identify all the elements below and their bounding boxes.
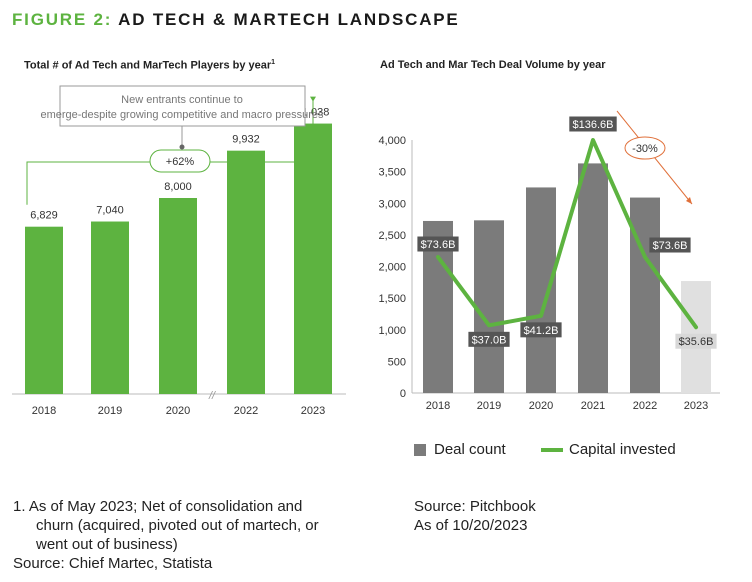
footnote-source: Source: Chief Martec, Statista — [13, 555, 213, 572]
figure-label: FIGURE 2: — [12, 10, 113, 29]
decline-badge — [624, 136, 666, 160]
capital-label: $37.0B — [472, 334, 507, 346]
deal-count-bar-2021 — [578, 163, 608, 393]
left-chart-title-text: Total # of Ad Tech and MarTech Players b… — [24, 59, 272, 72]
capital-label-box — [520, 322, 562, 338]
y-tick-label: 4,000 — [378, 135, 406, 147]
footnote-marker: 1 — [271, 59, 276, 66]
y-tick-label: 1,000 — [378, 325, 406, 337]
legend-deal-count-label: Deal count — [434, 441, 506, 458]
y-tick-label: 500 — [388, 356, 406, 368]
growth-badge — [149, 149, 211, 173]
legend-deal-count: Deal count — [414, 441, 506, 458]
y-tick-label: 2,500 — [378, 230, 406, 242]
capital-label-box — [649, 237, 691, 253]
deal-volume-chart: 0 500 1,000 1,500 2,000 2,500 3,000 3,500 4,000 2… — [378, 110, 720, 412]
x-tick-label: 2018 — [32, 405, 56, 417]
y-tick-label: 1,500 — [378, 293, 406, 305]
x-tick-label: 2021 — [581, 400, 605, 412]
x-tick-label: 2022 — [633, 400, 657, 412]
x-tick-label: 2019 — [98, 405, 122, 417]
capital-invested-line — [436, 138, 698, 330]
right-chart-title: Ad Tech and Mar Tech Deal Volume by year — [380, 59, 606, 71]
x-tick-label: 2020 — [529, 400, 553, 412]
bar-value-label: 6,829 — [30, 210, 58, 222]
footnote: 1. As of May 2023; Net of consolidation … — [13, 497, 319, 573]
capital-label-box — [468, 331, 510, 347]
left-chart-title: Total # of Ad Tech and MarTech Players b… — [24, 59, 275, 72]
figure-title: FIGURE 2: AD TECH & MARTECH LANDSCAPE — [12, 10, 460, 30]
bar-2018 — [25, 226, 63, 394]
capital-label: $73.6B — [653, 240, 688, 252]
capital-label: $73.6B — [421, 239, 456, 251]
growth-label: +62% — [166, 156, 195, 168]
legend-bar-swatch — [414, 443, 426, 456]
x-tick-label: 2019 — [477, 400, 501, 412]
capital-label-box — [417, 236, 459, 252]
players-chart: 6,82920187,04020198,00020209,932202211,0… — [12, 85, 346, 417]
footnote-line-1: 1. As of May 2023; Net of consolidation … — [13, 498, 303, 515]
decline-label: -30% — [632, 143, 658, 155]
x-tick-label: 2020 — [166, 405, 190, 417]
deal-count-bar-2020 — [526, 187, 556, 393]
right-source-line-2: As of 10/20/2023 — [414, 517, 528, 534]
x-tick-label: 2018 — [426, 400, 450, 412]
deal-count-bar-2022 — [630, 197, 660, 393]
bar-2023 — [294, 123, 332, 394]
callout-text-line-2: emerge-despite growing competitive and m… — [40, 109, 324, 121]
x-tick-label: 2022 — [234, 405, 258, 417]
x-tick-label: 2023 — [684, 400, 708, 412]
x-tick-label: 2023 — [301, 405, 325, 417]
legend-capital-invested: Capital invested — [541, 441, 676, 458]
right-source-line-1: Source: Pitchbook — [414, 498, 536, 515]
bar-2019 — [91, 221, 129, 394]
growth-arrowhead — [310, 96, 316, 102]
y-tick-label: 3,500 — [378, 167, 406, 179]
callout-box — [59, 85, 306, 127]
legend-capital-label: Capital invested — [569, 441, 676, 458]
capital-label: $35.6B — [679, 336, 714, 348]
y-tick-label: 2,000 — [378, 262, 406, 274]
bar-2020 — [159, 198, 197, 394]
legend-line-swatch — [541, 447, 563, 452]
capital-label-box — [675, 333, 717, 349]
deal-count-bar-2019 — [474, 220, 504, 393]
footnote-line-3: went out of business) — [36, 536, 178, 553]
decline-arrowhead — [686, 197, 692, 204]
bar-value-label: 8,000 — [164, 181, 192, 193]
right-source: Source: Pitchbook As of 10/20/2023 — [414, 497, 536, 535]
y-tick-label: 0 — [400, 388, 406, 400]
bar-value-label: 9,932 — [232, 134, 260, 146]
figure-title-text: AD TECH & MARTECH LANDSCAPE — [118, 10, 460, 29]
capital-label: $136.6B — [573, 119, 614, 131]
bar-value-label: 7,040 — [96, 205, 124, 217]
axis-break-mark: // — [208, 390, 216, 402]
capital-label: $41.2B — [524, 325, 559, 337]
footnote-line-2: churn (acquired, pivoted out of martech,… — [36, 517, 319, 534]
callout-dot — [179, 144, 185, 150]
bar-2022 — [227, 150, 265, 394]
capital-label-box — [569, 116, 617, 132]
callout-text-line-1: New entrants continue to — [121, 94, 243, 106]
y-tick-label: 3,000 — [378, 198, 406, 210]
